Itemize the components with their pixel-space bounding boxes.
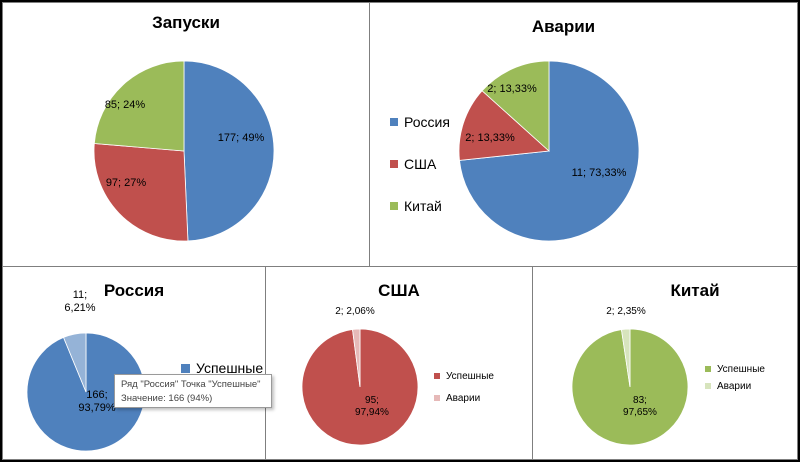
pie-slice-Китай[interactable]	[481, 60, 550, 152]
data-label: 2; 2,35%	[606, 306, 646, 317]
legend-swatch	[390, 202, 398, 210]
data-label: 11; 6,21%	[64, 289, 95, 314]
pie-slice-Аварии[interactable]	[352, 328, 361, 388]
legend-swatch	[705, 366, 711, 372]
chart-title: Россия	[103, 281, 165, 300]
legend-item: США	[390, 143, 450, 185]
pie-slice-Россия[interactable]	[183, 60, 275, 242]
data-label: 2; 13,33%	[465, 132, 515, 144]
data-label: 177; 49%	[218, 132, 265, 144]
legend-swatch	[705, 383, 711, 389]
pie-slice-США[interactable]	[458, 90, 550, 161]
legend: Россия США Китай	[390, 101, 450, 227]
legend-item: Китай	[390, 185, 450, 227]
data-point-tooltip: Ряд "Россия" Точка "Успешные" Значение: …	[114, 374, 272, 408]
legend: Успешные Аварии	[434, 361, 494, 405]
legend-swatch	[390, 160, 398, 168]
legend-item: Аварии	[705, 379, 765, 393]
pie-slice-Аварии[interactable]	[63, 332, 87, 393]
legend-item: Успешные	[705, 359, 765, 379]
tooltip-series-point: Ряд "Россия" Точка "Успешные"	[121, 379, 261, 390]
data-label: 85; 24%	[105, 99, 146, 111]
pie-slice-США[interactable]	[93, 143, 189, 242]
chart-title: Аварии	[531, 17, 596, 36]
legend-swatch	[434, 373, 440, 379]
legend-label: Успешные	[717, 363, 765, 375]
legend-label: США	[404, 156, 437, 172]
legend-item: Успешные	[434, 361, 494, 391]
data-label: 95; 97,94%	[355, 395, 389, 418]
tooltip-value: Значение: 166 (94%)	[121, 393, 213, 404]
legend-label: Успешные	[196, 360, 264, 376]
legend-label: Аварии	[446, 392, 481, 404]
chart-title: Китай	[670, 281, 720, 300]
pie-slice-Китай[interactable]	[93, 60, 185, 152]
legend-label: Аварии	[717, 380, 752, 392]
data-label: 2; 2,06%	[335, 306, 375, 317]
legend-label: Успешные	[446, 370, 494, 382]
data-label: 166; 93,79%	[78, 389, 116, 414]
legend-label: Китай	[404, 198, 442, 214]
legend-swatch	[181, 363, 190, 373]
legend-label: Россия	[404, 114, 450, 130]
data-label: 83; 97,65%	[623, 395, 657, 418]
chart-title: Запуски	[152, 13, 220, 32]
legend-swatch	[434, 395, 440, 401]
legend-item: Россия	[390, 101, 450, 143]
data-label: 97; 27%	[106, 177, 147, 189]
chart-title: США	[378, 281, 420, 300]
legend: Успешные Аварии	[705, 359, 765, 393]
legend-swatch	[390, 118, 398, 126]
legend-item: Успешные	[181, 359, 263, 377]
legend: Успешные	[181, 359, 263, 377]
data-label: 11; 73,33%	[572, 167, 627, 179]
data-label: 2; 13,33%	[487, 83, 537, 95]
pie-slice-Аварии[interactable]	[621, 328, 631, 388]
legend-item: Аварии	[434, 391, 494, 405]
